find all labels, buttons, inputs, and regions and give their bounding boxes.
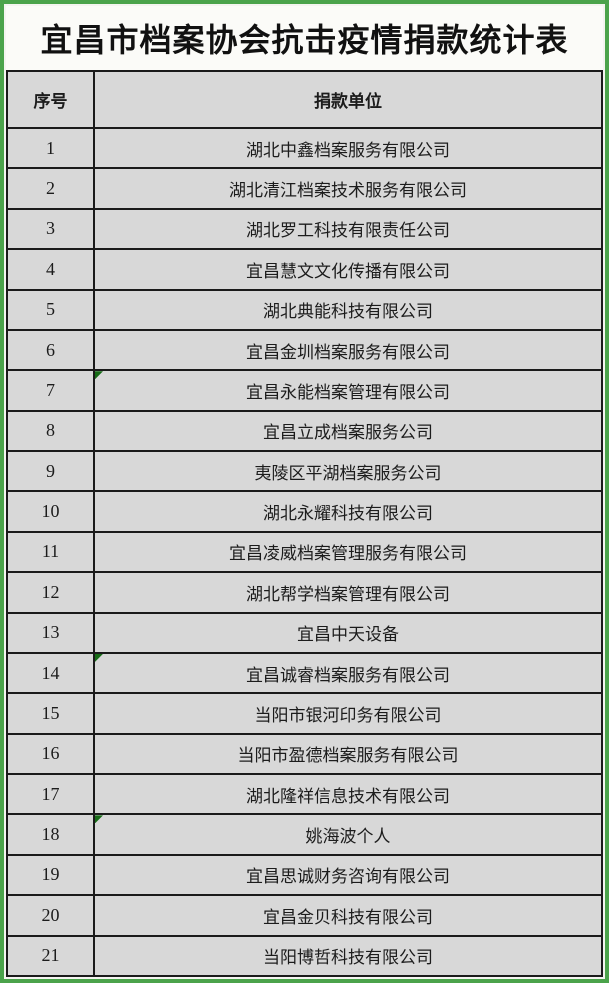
serial-number-cell[interactable]: 19 xyxy=(6,853,95,897)
donor-unit-cell[interactable]: 宜昌思诚财务咨询有限公司 xyxy=(93,853,603,897)
cell-error-marker-icon xyxy=(96,372,103,380)
donor-unit-cell[interactable]: 夷陵区平湖档案服务公司 xyxy=(93,449,603,493)
serial-number-cell[interactable]: 3 xyxy=(6,207,95,251)
donor-unit-cell[interactable]: 宜昌慧文文化传播有限公司 xyxy=(93,248,603,291)
table-row: 18 姚海波个人 xyxy=(6,813,603,856)
serial-number-cell[interactable]: 2 xyxy=(6,167,95,210)
table-row: 21 当阳博哲科技有限公司 xyxy=(6,934,603,977)
table-body: 1 湖北中鑫档案服务有限公司 2 湖北清江档案技术服务有限公司 3 湖北罗工科技有限责任公… xyxy=(6,126,603,977)
table-row: 19 宜昌思诚财务咨询有限公司 xyxy=(6,853,603,897)
serial-number-cell[interactable]: 21 xyxy=(6,934,95,977)
donor-unit-cell[interactable]: 宜昌中天设备 xyxy=(93,611,603,654)
donor-unit-cell[interactable]: 湖北帮学档案管理有限公司 xyxy=(93,571,603,614)
column-header-serial[interactable]: 序号 xyxy=(6,70,95,129)
donor-unit-cell[interactable]: 宜昌诚睿档案服务有限公司 xyxy=(93,651,603,695)
donor-unit-cell[interactable]: 宜昌永能档案管理有限公司 xyxy=(93,369,603,412)
serial-number-cell[interactable]: 5 xyxy=(6,288,95,331)
table-row: 1 湖北中鑫档案服务有限公司 xyxy=(6,126,603,170)
serial-number-cell[interactable]: 15 xyxy=(6,692,95,735)
donor-unit-cell[interactable]: 湖北罗工科技有限责任公司 xyxy=(93,207,603,251)
header-row: 序号 捐款单位 xyxy=(6,70,603,129)
serial-number-cell[interactable]: 8 xyxy=(6,409,95,453)
table-row: 8 宜昌立成档案服务公司 xyxy=(6,409,603,453)
donor-unit-cell[interactable]: 湖北中鑫档案服务有限公司 xyxy=(93,126,603,170)
table-row: 12 湖北帮学档案管理有限公司 xyxy=(6,571,603,614)
table-row: 9 夷陵区平湖档案服务公司 xyxy=(6,449,603,493)
table-row: 14 宜昌诚睿档案服务有限公司 xyxy=(6,651,603,695)
serial-number-cell[interactable]: 4 xyxy=(6,248,95,291)
serial-number-cell[interactable]: 16 xyxy=(6,732,95,776)
page-title[interactable]: 宜昌市档案协会抗击疫情捐款统计表 xyxy=(6,6,603,70)
donor-unit-cell[interactable]: 当阳博哲科技有限公司 xyxy=(93,934,603,977)
cell-error-marker-icon xyxy=(96,654,103,662)
table-row: 13 宜昌中天设备 xyxy=(6,611,603,654)
donor-unit-cell[interactable]: 宜昌金贝科技有限公司 xyxy=(93,894,603,937)
serial-number-cell[interactable]: 13 xyxy=(6,611,95,654)
table-row: 20 宜昌金贝科技有限公司 xyxy=(6,894,603,937)
serial-number-cell[interactable]: 6 xyxy=(6,328,95,372)
donor-unit-cell[interactable]: 湖北典能科技有限公司 xyxy=(93,288,603,331)
donor-unit-cell[interactable]: 湖北隆祥信息技术有限公司 xyxy=(93,772,603,816)
donation-table: 序号 捐款单位 1 湖北中鑫档案服务有限公司 2 湖北清江档案技术服务有限公司 3 湖北罗… xyxy=(6,70,603,977)
table-row: 3 湖北罗工科技有限责任公司 xyxy=(6,207,603,251)
table-row: 11 宜昌凌威档案管理服务有限公司 xyxy=(6,530,603,574)
donor-unit-cell[interactable]: 湖北永耀科技有限公司 xyxy=(93,490,603,533)
donor-unit-cell[interactable]: 当阳市盈德档案服务有限公司 xyxy=(93,732,603,776)
donor-unit-cell[interactable]: 湖北清江档案技术服务有限公司 xyxy=(93,167,603,210)
serial-number-cell[interactable]: 9 xyxy=(6,449,95,493)
table-row: 4 宜昌慧文文化传播有限公司 xyxy=(6,248,603,291)
donor-unit-cell[interactable]: 宜昌金圳档案服务有限公司 xyxy=(93,328,603,372)
donor-unit-cell[interactable]: 姚海波个人 xyxy=(93,813,603,856)
table-row: 2 湖北清江档案技术服务有限公司 xyxy=(6,167,603,210)
serial-number-cell[interactable]: 17 xyxy=(6,772,95,816)
table-row: 16 当阳市盈德档案服务有限公司 xyxy=(6,732,603,776)
serial-number-cell[interactable]: 7 xyxy=(6,369,95,412)
serial-number-cell[interactable]: 10 xyxy=(6,490,95,533)
donor-unit-cell[interactable]: 宜昌凌威档案管理服务有限公司 xyxy=(93,530,603,574)
serial-number-cell[interactable]: 14 xyxy=(6,651,95,695)
serial-number-cell[interactable]: 11 xyxy=(6,530,95,574)
donor-unit-cell[interactable]: 宜昌立成档案服务公司 xyxy=(93,409,603,453)
table-row: 15 当阳市银河印务有限公司 xyxy=(6,692,603,735)
table-row: 5 湖北典能科技有限公司 xyxy=(6,288,603,331)
column-header-donor[interactable]: 捐款单位 xyxy=(93,70,603,129)
serial-number-cell[interactable]: 20 xyxy=(6,894,95,937)
table-row: 10 湖北永耀科技有限公司 xyxy=(6,490,603,533)
table-row: 6 宜昌金圳档案服务有限公司 xyxy=(6,328,603,372)
cell-error-marker-icon xyxy=(96,816,103,824)
table-row: 17 湖北隆祥信息技术有限公司 xyxy=(6,772,603,816)
serial-number-cell[interactable]: 18 xyxy=(6,813,95,856)
serial-number-cell[interactable]: 12 xyxy=(6,571,95,614)
serial-number-cell[interactable]: 1 xyxy=(6,126,95,170)
donor-unit-cell[interactable]: 当阳市银河印务有限公司 xyxy=(93,692,603,735)
table-row: 7 宜昌永能档案管理有限公司 xyxy=(6,369,603,412)
